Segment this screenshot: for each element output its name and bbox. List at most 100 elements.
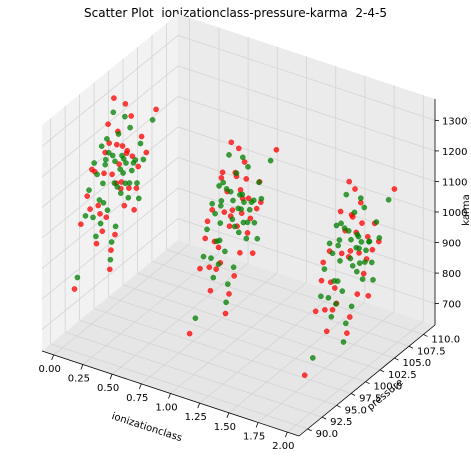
data-point — [370, 276, 376, 283]
data-point — [247, 215, 254, 222]
grid-line — [79, 319, 337, 406]
data-point — [222, 248, 228, 255]
x-tick-mark — [80, 364, 84, 370]
data-point — [338, 220, 344, 227]
y-tick-label: 100.0 — [374, 382, 403, 393]
x-tick-label: 0.25 — [68, 374, 90, 385]
x-tick-mark — [255, 422, 259, 428]
data-point — [322, 306, 328, 313]
data-point — [98, 143, 105, 149]
data-point — [354, 291, 361, 297]
data-point — [204, 226, 210, 233]
grid-line — [93, 308, 352, 394]
data-point — [245, 163, 251, 170]
z-tick-label: 1000 — [442, 208, 467, 219]
grid-line — [65, 331, 323, 418]
y-tick-mark — [321, 416, 327, 420]
grid-line — [41, 35, 179, 147]
data-point — [354, 231, 361, 238]
data-point — [340, 339, 347, 345]
data-point — [341, 225, 348, 231]
data-point — [342, 320, 349, 327]
data-point — [135, 195, 142, 202]
y-tick-mark — [408, 345, 414, 349]
data-point — [385, 196, 392, 203]
data-point — [109, 171, 115, 178]
x-tick-label: 1.50 — [214, 422, 236, 433]
chart-title: Scatter Plot ionizationclass-pressure-ka… — [84, 6, 387, 20]
data-point — [200, 253, 207, 260]
data-point — [91, 160, 97, 166]
grid-line — [166, 249, 424, 335]
y-tick-mark — [336, 404, 341, 408]
data-point — [86, 187, 92, 193]
data-point — [391, 186, 398, 192]
data-point — [207, 287, 214, 294]
data-point — [373, 219, 380, 225]
data-point — [82, 213, 89, 219]
data-point — [213, 266, 219, 272]
data-point — [361, 204, 368, 211]
y-tick-mark — [350, 393, 356, 396]
data-point — [348, 236, 354, 243]
data-point — [94, 171, 100, 178]
data-point — [237, 249, 243, 256]
x-tick-mark — [168, 393, 171, 399]
grid-line — [82, 253, 220, 365]
data-point — [336, 237, 343, 243]
data-point — [346, 178, 353, 185]
grid-line — [50, 343, 308, 430]
data-point — [125, 194, 132, 201]
data-point — [345, 228, 352, 234]
data-point — [115, 131, 122, 137]
data-point — [130, 160, 137, 166]
data-point — [318, 277, 325, 284]
data-point — [104, 136, 110, 142]
y-tick-label: 95.0 — [345, 405, 367, 416]
data-point — [356, 260, 363, 266]
y-tick-label: 102.5 — [388, 370, 417, 381]
data-point — [229, 207, 236, 213]
x-tick-mark — [284, 431, 288, 438]
grid-line — [137, 272, 395, 359]
x-tick-label: 0.75 — [126, 393, 148, 404]
x-tick-label: 0.00 — [39, 364, 61, 375]
data-point — [84, 193, 90, 199]
y-tick-label: 110.0 — [431, 334, 460, 345]
data-point — [339, 288, 346, 294]
data-point — [134, 180, 140, 186]
y-tick-mark — [307, 428, 312, 432]
grid-line — [53, 243, 190, 356]
z-tick-label: 1100 — [442, 177, 467, 188]
data-point — [230, 264, 237, 271]
y-tick-label: 92.5 — [330, 417, 352, 428]
data-point — [131, 206, 137, 213]
data-point — [227, 188, 234, 195]
data-point — [99, 228, 106, 234]
grid-line — [151, 260, 410, 347]
data-point — [347, 255, 354, 262]
data-point — [246, 206, 253, 213]
data-point — [267, 157, 274, 164]
y-tick-mark — [394, 357, 399, 361]
data-point — [346, 314, 353, 320]
grid-line — [257, 311, 395, 423]
grid-line — [41, 157, 179, 269]
data-point — [331, 278, 338, 284]
data-point — [128, 113, 134, 119]
x-tick-mark — [138, 383, 142, 389]
data-point — [100, 199, 107, 206]
data-point — [366, 238, 372, 245]
data-point — [93, 233, 99, 240]
grid-line — [122, 284, 381, 371]
data-point — [360, 270, 367, 277]
data-point — [351, 209, 358, 216]
z-tick-label: 800 — [442, 269, 461, 280]
data-point — [112, 223, 119, 230]
data-point — [344, 330, 350, 336]
data-point — [204, 218, 211, 225]
data-point — [273, 146, 280, 153]
data-point — [226, 152, 232, 158]
data-point — [209, 200, 215, 207]
x-tick-label: 1.25 — [185, 412, 207, 423]
